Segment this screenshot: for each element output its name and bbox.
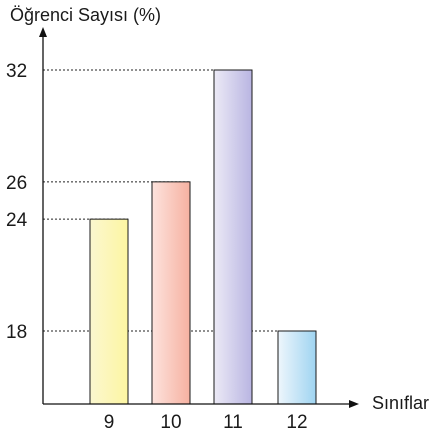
x-axis-label: Sınıflar (372, 393, 429, 413)
bar-9 (89, 218, 129, 405)
x-tick-label-9: 9 (104, 412, 115, 433)
y-tick-label-32: 32 (6, 61, 27, 82)
x-tick-label-12: 12 (286, 412, 307, 433)
y-tick-labels: 18 24 26 32 (6, 61, 28, 343)
y-axis-arrow (39, 27, 47, 37)
y-tick-label-24: 24 (6, 210, 28, 231)
x-tick-label-10: 10 (160, 412, 181, 433)
y-tick-label-18: 18 (6, 322, 27, 343)
bar-11 (213, 69, 253, 405)
x-tick-labels: 9 10 11 12 (104, 412, 308, 433)
bars (89, 69, 317, 405)
y-axis-label: Öğrenci Sayısı (%) (10, 5, 161, 25)
y-tick-label-26: 26 (6, 173, 27, 194)
bar-12 (277, 330, 317, 405)
x-axis-arrow (349, 400, 359, 408)
axes (39, 27, 359, 408)
bar-10 (151, 181, 191, 405)
x-tick-label-11: 11 (223, 412, 243, 433)
